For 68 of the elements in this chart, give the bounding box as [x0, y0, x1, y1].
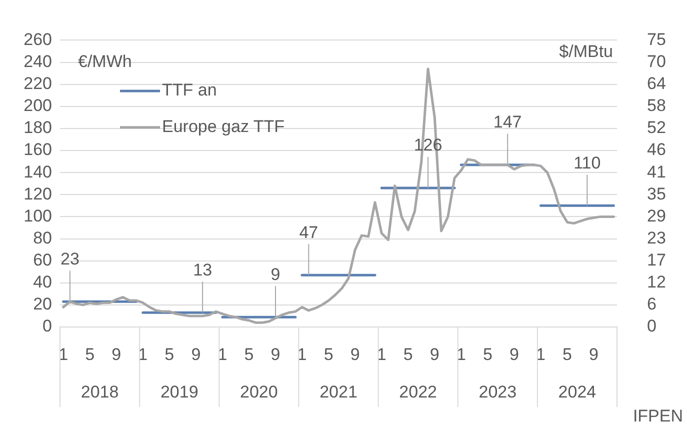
x-tick-label: 1 [138, 344, 148, 364]
y2-tick-label: 0 [647, 316, 656, 336]
x-tick-label: 9 [589, 344, 599, 364]
y-axis-title: €/MWh [78, 52, 132, 71]
text: 2022 [399, 382, 437, 402]
y2-tick-label: 6 [647, 294, 656, 314]
y-tick-label: 60 [33, 250, 52, 270]
y2-tick-label: 12 [647, 272, 666, 292]
text: 2021 [320, 382, 358, 402]
x-tick-label: 9 [350, 344, 360, 364]
x-tick-label: 5 [244, 344, 254, 364]
x-tick-label: 5 [482, 344, 492, 364]
data-label: 147 [493, 112, 522, 132]
data-label: 126 [414, 136, 442, 155]
text: 2024 [558, 382, 596, 402]
x-tick-label: 9 [430, 344, 440, 364]
y2-tick-label: 64 [647, 74, 666, 94]
y-tick-label: 260 [24, 30, 52, 49]
x-tick-label: 9 [112, 344, 122, 364]
data-label: 23 [60, 249, 80, 268]
x-tick-label: 9 [270, 344, 280, 364]
x-tick-label: 1 [536, 344, 546, 364]
y-tick-label: 240 [24, 52, 52, 71]
y-tick-label: 120 [24, 184, 52, 204]
text: 2018 [80, 382, 119, 402]
x-tick-label: 9 [509, 344, 519, 364]
text: 2019 [160, 382, 198, 402]
y2-tick-label: 23 [647, 228, 666, 248]
x-tick-label: 1 [297, 344, 307, 364]
y-tick-label: 140 [24, 162, 52, 182]
data-label: 13 [193, 260, 212, 280]
x-tick-label: 5 [85, 344, 95, 364]
x-tick-label: 5 [562, 344, 572, 364]
x-tick-label: 1 [456, 344, 466, 364]
y2-tick-label: 35 [647, 184, 666, 204]
y2-tick-label: 58 [647, 96, 666, 116]
data-label: 47 [299, 222, 318, 242]
x-tick-label: 5 [164, 344, 174, 364]
x-tick-label: 9 [191, 344, 201, 364]
legend-label: TTF an [162, 80, 217, 100]
y2-tick-label: 29 [647, 206, 666, 226]
y2-axis-title: $/MBtu [559, 42, 613, 61]
y2-tick-label: 52 [647, 118, 666, 138]
y2-tick-label: 46 [647, 140, 666, 160]
data-label: 110 [574, 153, 601, 172]
legend-label: Europe gaz TTF [162, 117, 285, 136]
text: 2023 [478, 382, 517, 402]
y-tick-label: 20 [33, 294, 52, 314]
y-tick-label: 200 [24, 96, 52, 116]
y2-tick-label: 17 [647, 250, 666, 270]
x-tick-label: 1 [376, 344, 386, 364]
text: 2020 [240, 382, 278, 402]
y-tick-label: 220 [24, 74, 52, 94]
text: IFPEN [632, 406, 683, 426]
x-tick-label: 5 [403, 344, 413, 364]
y-tick-label: 40 [33, 272, 52, 292]
data-label: 9 [270, 264, 280, 284]
y2-tick-label: 75 [647, 30, 666, 49]
y2-tick-label: 41 [647, 162, 666, 182]
y-tick-label: 0 [42, 316, 52, 336]
y-tick-label: 100 [24, 206, 52, 226]
x-tick-label: 1 [58, 344, 68, 364]
y-tick-label: 160 [24, 140, 52, 160]
y2-tick-label: 70 [647, 52, 666, 71]
x-tick-label: 1 [218, 344, 228, 364]
x-tick-label: 5 [324, 344, 334, 364]
y-tick-label: 80 [33, 228, 52, 248]
y-tick-label: 180 [24, 118, 52, 138]
